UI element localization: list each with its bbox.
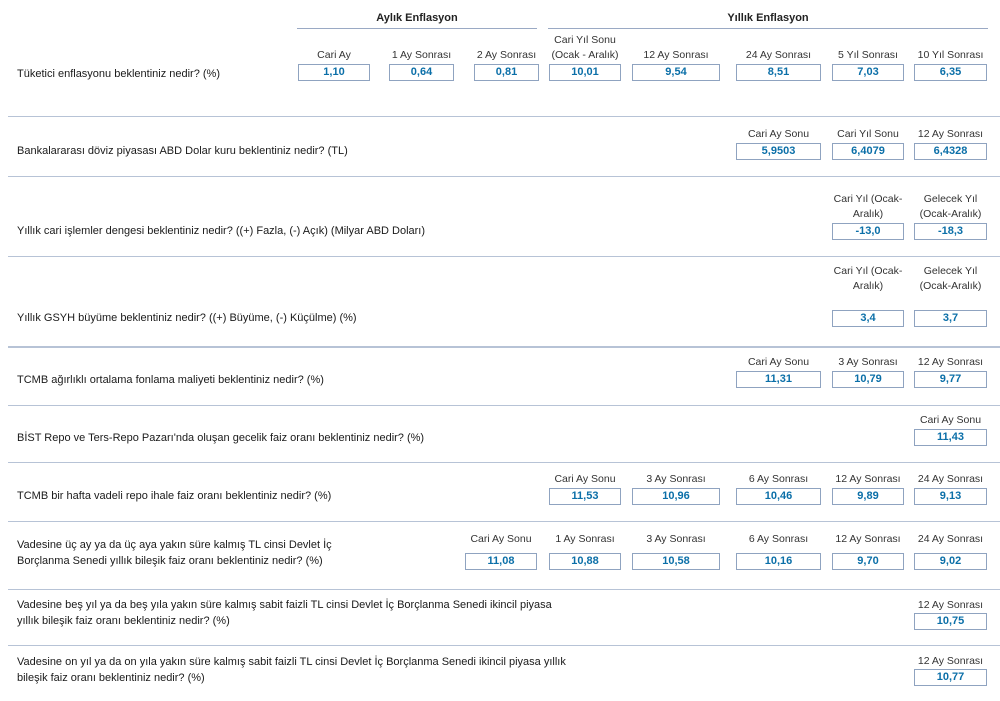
column-label: Gelecek Yıl (Ocak-Aralık) [919,193,982,220]
column-label: 24 Ay Sonrası [917,473,984,485]
value-cell[interactable]: 6,4079 [832,143,904,160]
column-label: 3 Ay Sonrası [646,533,706,545]
column-label: 1 Ay Sonrası [555,533,615,545]
question-10y-bond-yield: Vadesine on yıl ya da on yıla yakın süre… [17,654,566,686]
column-label: 12 Ay Sonrası [917,356,984,368]
section-divider [8,645,1000,646]
column-label: 12 Ay Sonrası [917,655,984,667]
question-usd-rate: Bankalararası döviz piyasası ABD Dolar k… [17,145,348,157]
question-consumer-inflation: Tüketici enflasyonu beklentiniz nedir? (… [17,68,220,80]
question-current-account: Yıllık cari işlemler dengesi beklentiniz… [17,225,426,237]
value-cell[interactable]: 3,4 [832,310,904,327]
value-cell[interactable]: 10,88 [549,553,621,570]
monthly-inflation-title: Aylık Enflasyon [376,12,458,24]
value-cell[interactable]: 3,7 [914,310,987,327]
column-label: 12 Ay Sonrası [835,473,901,485]
value-cell[interactable]: 10,01 [549,64,621,81]
value-cell[interactable]: -18,3 [914,223,987,240]
value-cell[interactable]: 10,79 [832,371,904,388]
section-divider [8,176,1000,177]
value-cell[interactable]: -13,0 [832,223,904,240]
section-divider [8,346,1000,348]
question-line: yıllık bileşik faiz oranı beklentiniz ne… [17,615,230,627]
column-label: Cari Ay Sonu [747,128,810,140]
section-divider [8,116,1000,117]
section-divider [8,256,1000,257]
value-cell[interactable]: 6,4328 [914,143,987,160]
question-line: Vadesine on yıl ya da on yıla yakın süre… [17,656,566,668]
question-cbrt-funding-cost: TCMB ağırlıklı ortalama fonlama maliyeti… [17,374,324,386]
question-3m-bond-yield: Vadesine üç ay ya da üç aya yakın süre k… [17,537,332,569]
value-cell[interactable]: 10,58 [632,553,720,570]
value-cell[interactable]: 10,75 [914,613,987,630]
annual-group-line [548,28,988,29]
column-label: Cari Ay Sonu [470,533,532,545]
value-cell[interactable]: 10,16 [736,553,821,570]
column-label: 6 Ay Sonrası [748,473,809,485]
column-label: 10 Yıl Sonrası [917,49,984,61]
monthly-group-line [297,28,537,29]
value-cell[interactable]: 9,77 [914,371,987,388]
column-label: Cari Yıl (Ocak-Aralık) [833,265,903,292]
value-cell[interactable]: 10,46 [736,488,821,505]
value-cell[interactable]: 11,53 [549,488,621,505]
value-cell[interactable]: 0,64 [389,64,454,81]
column-label: Cari Yıl Sonu [837,128,899,140]
column-label: 6 Ay Sonrası [748,533,809,545]
column-label: 12 Ay Sonrası [917,128,984,140]
question-gdp-growth: Yıllık GSYH büyüme beklentiniz nedir? ((… [17,312,357,324]
question-5y-bond-yield: Vadesine beş yıl ya da beş yıla yakın sü… [17,597,552,629]
value-cell[interactable]: 10,77 [914,669,987,686]
section-divider [8,462,1000,463]
column-label: Cari Yıl Sonu (Ocak - Aralık) [551,34,619,61]
column-label: 24 Ay Sonrası [745,49,812,61]
column-label: 12 Ay Sonrası [917,599,984,611]
annual-inflation-title: Yıllık Enflasyon [727,12,809,24]
section-divider [8,589,1000,590]
column-label: 3 Ay Sonrası [646,473,706,485]
column-label: 12 Ay Sonrası [643,49,709,61]
question-cbrt-repo-rate: TCMB bir hafta vadeli repo ihale faiz or… [17,490,332,502]
question-line: bileşik faiz oranı beklentiniz nedir? (%… [17,672,205,684]
value-cell[interactable]: 11,31 [736,371,821,388]
value-cell[interactable]: 5,9503 [736,143,821,160]
value-cell[interactable]: 9,54 [632,64,720,81]
value-cell[interactable]: 1,10 [298,64,370,81]
column-label: Gelecek Yıl (Ocak-Aralık) [919,265,982,292]
question-line: Vadesine beş yıl ya da beş yıla yakın sü… [17,599,552,611]
value-cell[interactable]: 10,96 [632,488,720,505]
question-line: Borçlanma Senedi yıllık bileşik faiz ora… [17,555,323,567]
column-label: Cari Ay [317,49,351,61]
value-cell[interactable]: 11,43 [914,429,987,446]
column-label: Cari Ay Sonu [747,356,810,368]
value-cell[interactable]: 11,08 [465,553,537,570]
section-divider [8,521,1000,522]
value-cell[interactable]: 9,70 [832,553,904,570]
question-bist-overnight-rate: BİST Repo ve Ters-Repo Pazarı'nda oluşan… [17,432,425,444]
column-label: Cari Ay Sonu [919,414,982,426]
value-cell[interactable]: 9,13 [914,488,987,505]
value-cell[interactable]: 0,81 [474,64,539,81]
column-label: 1 Ay Sonrası [391,49,452,61]
question-line: Vadesine üç ay ya da üç aya yakın süre k… [17,539,332,551]
column-label: 3 Ay Sonrası [838,356,898,368]
value-cell[interactable]: 7,03 [832,64,904,81]
value-cell[interactable]: 6,35 [914,64,987,81]
value-cell[interactable]: 9,89 [832,488,904,505]
column-label: 12 Ay Sonrası [835,533,901,545]
column-label: Cari Yıl (Ocak-Aralık) [833,193,903,220]
column-label: 24 Ay Sonrası [917,533,984,545]
value-cell[interactable]: 9,02 [914,553,987,570]
value-cell[interactable]: 8,51 [736,64,821,81]
column-label: 2 Ay Sonrası [476,49,537,61]
column-label: 5 Yıl Sonrası [838,49,898,61]
column-label: Cari Ay Sonu [554,473,616,485]
section-divider [8,405,1000,406]
